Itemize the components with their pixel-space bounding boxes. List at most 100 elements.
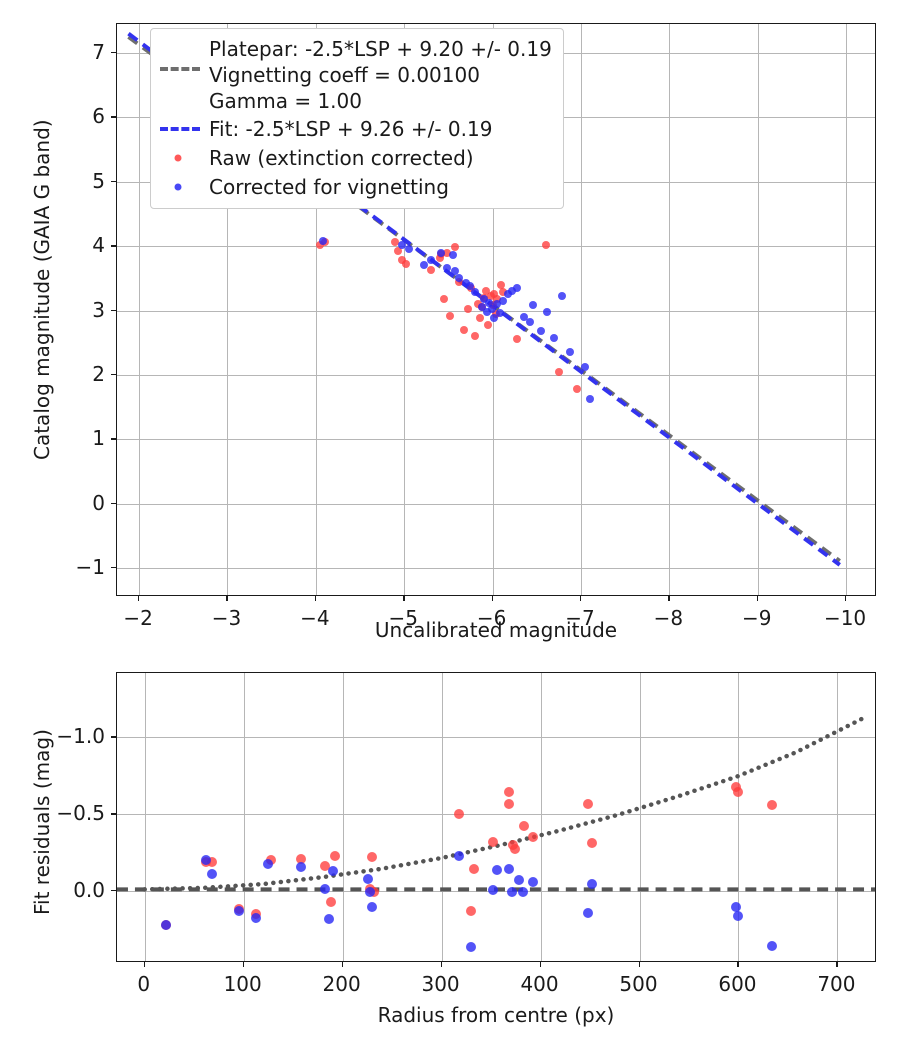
x-tick-label: 700 [817,972,856,996]
data-point-raw [493,294,501,303]
data-point-corrected [207,869,217,879]
legend-platepar-line2: Vignetting coeff = 0.00100 [209,63,480,87]
y-tick-label: 3 [92,297,105,322]
gridline-vertical [342,673,344,961]
data-point-corrected [318,236,327,245]
data-point-raw [296,853,307,864]
data-point-corrected [513,283,522,292]
gridline-horizontal [117,439,875,441]
data-point-corrected [583,908,594,919]
dashed-gray-line-icon [160,59,200,79]
gridline-horizontal [117,568,875,570]
y-tick [111,813,116,815]
data-point-corrected [161,919,172,930]
legend-platepar-line1: Platepar: -2.5*LSP + 9.20 +/- 0.19 [209,37,552,61]
data-point-corrected [487,305,496,314]
data-point-corrected [499,297,508,306]
x-tick [440,962,442,967]
data-point-raw [484,320,493,329]
data-point-corrected [319,883,330,894]
data-point-corrected [233,905,244,916]
data-point-corrected [465,282,474,291]
gridline-vertical [315,24,317,595]
x-tick [242,962,245,967]
gridline-vertical [757,24,759,595]
data-point-corrected [367,901,378,912]
data-point-corrected [731,901,742,912]
legend-label-corrected: Corrected for vignetting [209,175,449,199]
data-point-corrected [767,941,778,952]
data-point-raw [767,799,778,810]
data-point-raw [391,238,400,247]
y-tick [111,736,116,738]
gridline-vertical [580,24,582,595]
x-tick [668,596,670,601]
x-tick [836,962,838,967]
x-tick-label: −9 [741,606,772,630]
photometry-legend: Platepar: -2.5*LSP + 9.20 +/- 0.19 Vigne… [150,28,564,209]
dashed-blue-line-icon [160,119,200,139]
data-point-raw [394,247,403,256]
gridline-vertical [227,24,229,595]
data-point-raw [451,243,460,252]
data-point-raw [733,786,744,797]
y-tick-label: 6 [92,104,105,129]
residuals-plot-area [117,673,875,961]
legend-entry-raw: Raw (extinction corrected) [160,145,552,171]
gridline-vertical [837,673,839,961]
legend-entry-fit: Fit: -2.5*LSP + 9.26 +/- 0.19 [160,116,552,142]
y-tick [111,567,116,569]
data-point-corrected [503,863,514,874]
red-dot-icon [160,148,200,168]
data-point-raw [497,280,506,289]
legend-label-raw: Raw (extinction corrected) [209,146,474,170]
data-point-corrected [363,874,374,885]
data-point-corrected [508,287,517,296]
x-tick-label: −7 [565,606,595,630]
y-tick [111,373,116,376]
data-point-raw [554,367,563,376]
x-tick [491,596,493,601]
data-point-corrected [442,264,451,272]
data-point-corrected [513,875,524,886]
gridline-vertical [540,673,542,961]
data-point-corrected [419,261,428,270]
data-point-corrected [323,914,334,925]
gridline-horizontal [117,503,875,505]
data-point-corrected [493,300,501,309]
data-point-corrected [490,314,499,323]
data-point-corrected [455,274,463,283]
data-point-raw [460,325,469,334]
legend-label-platepar: Platepar: -2.5*LSP + 9.20 +/- 0.19 Vigne… [209,36,552,114]
x-tick [403,596,405,601]
y-tick-label: 1 [92,426,105,451]
residuals-axes [116,672,876,962]
x-tick [143,962,146,967]
x-tick-label: −3 [211,606,242,630]
x-tick-label: 600 [718,972,757,996]
data-point-corrected [477,302,486,311]
x-tick [638,962,640,967]
legend-label-fit: Fit: -2.5*LSP + 9.26 +/- 0.19 [209,117,493,141]
data-point-raw [316,240,325,249]
x-tick-label: −2 [123,606,153,630]
x-tick-label: 200 [322,972,361,996]
data-point-raw [442,248,451,257]
data-point-corrected [470,288,479,297]
data-point-raw [367,852,378,863]
data-point-raw [329,850,340,861]
data-point-corrected [466,941,477,952]
y-tick [111,180,116,183]
gridline-horizontal [117,374,875,376]
y-tick [111,438,116,440]
blue-dot-icon [160,177,200,197]
y-tick-label: 2 [92,361,105,386]
data-point-raw [207,856,217,867]
data-point-corrected [296,862,307,873]
y-tick-label: 4 [92,233,105,258]
gridline-vertical [404,24,406,595]
x-tick-label: 500 [619,972,658,996]
data-point-corrected [543,307,552,316]
data-point-raw [463,305,472,314]
data-point-corrected [398,240,407,249]
